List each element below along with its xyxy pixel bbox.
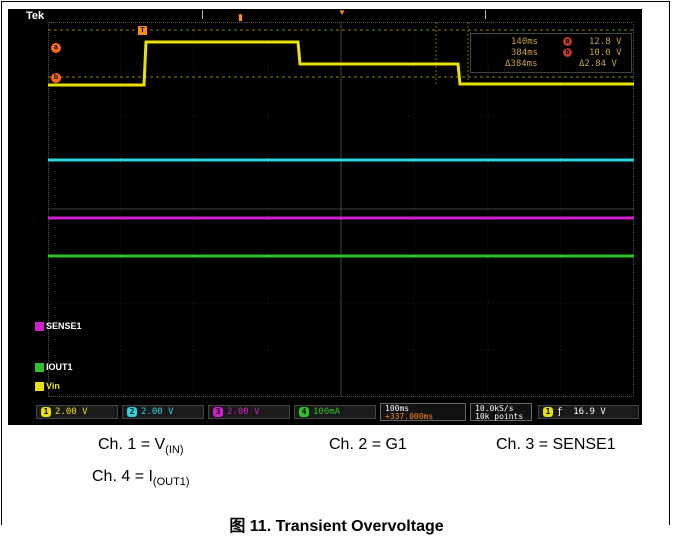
waveform-area: [48, 22, 634, 397]
readout-v2: 10.0 V: [589, 48, 622, 58]
ch3-tag-icon: [35, 322, 44, 332]
caption-ch1: Ch. 1 = V(IN): [98, 436, 184, 457]
trigger-level: 16.9 V: [573, 407, 606, 417]
status-bar: 1 2.00 V 2 2.00 V 3 2.00 V 4 100mA 100ms +33…: [36, 403, 641, 421]
ch1-trace: [48, 40, 634, 87]
figure-frame: [1, 1, 670, 525]
readout-t2: 384ms: [511, 48, 539, 58]
readout-v2-dot: b: [563, 48, 572, 57]
trigger-slope-icon: ƒ: [557, 407, 563, 417]
ch4-tag-icon: [35, 363, 44, 373]
caption-ch2: Ch. 2 = G1: [329, 436, 407, 453]
ch1-scale-box[interactable]: 1 2.00 V: [36, 405, 118, 419]
record-length: 10k points: [475, 412, 524, 421]
readout-v1-dot: a: [563, 37, 572, 46]
figure-title: 图 11. Transient Overvoltage: [229, 518, 444, 535]
channel-label-vin: Vin: [35, 381, 60, 392]
readout-dv: Δ2.84 V: [579, 59, 617, 69]
ch2-chip: 2: [127, 406, 137, 417]
sample-rate: 10.0kS/s: [475, 404, 514, 413]
ch4-scale-box[interactable]: 4 100mA: [294, 405, 376, 419]
cursor-a-marker: a: [51, 43, 61, 53]
caption-ch3: Ch. 3 = SENSE1: [496, 436, 616, 453]
trigger-ch-chip: 1: [543, 406, 553, 417]
acquisition-box[interactable]: 10.0kS/s 10k points: [470, 403, 532, 421]
timebase-box[interactable]: 100ms +337.000ms: [380, 403, 466, 421]
trigger-marker: T: [138, 26, 147, 35]
ch3-scale-box[interactable]: 3 2.00 V: [208, 405, 290, 419]
record-position-marker: ▮: [238, 12, 243, 22]
record-position-bar: [202, 10, 486, 19]
trigger-position-indicator: ▼: [338, 8, 346, 17]
ch1-chip: 1: [41, 406, 51, 417]
ch3-chip: 3: [213, 406, 223, 417]
cursor-readout: 140ms 384ms Δ384ms a b 12.8 V 10.0 V Δ2.…: [470, 33, 632, 73]
cursor-b-marker: b: [51, 73, 61, 83]
readout-t1: 140ms: [511, 37, 539, 47]
channel-label-iout: IOUT1: [35, 362, 73, 373]
brand-label: Tek: [26, 10, 45, 22]
ch4-chip: 4: [299, 406, 309, 417]
ch1-tag-icon: [35, 382, 44, 392]
caption-ch4: Ch. 4 = I(OUT1): [92, 468, 190, 489]
delay-value: +337.000ms: [385, 412, 434, 421]
readout-dt: Δ384ms: [505, 59, 538, 69]
ch2-scale-box[interactable]: 2 2.00 V: [122, 405, 204, 419]
channel-label-sense: SENSE1: [35, 321, 82, 332]
timebase-value: 100ms: [385, 404, 410, 413]
readout-v1: 12.8 V: [589, 37, 622, 47]
